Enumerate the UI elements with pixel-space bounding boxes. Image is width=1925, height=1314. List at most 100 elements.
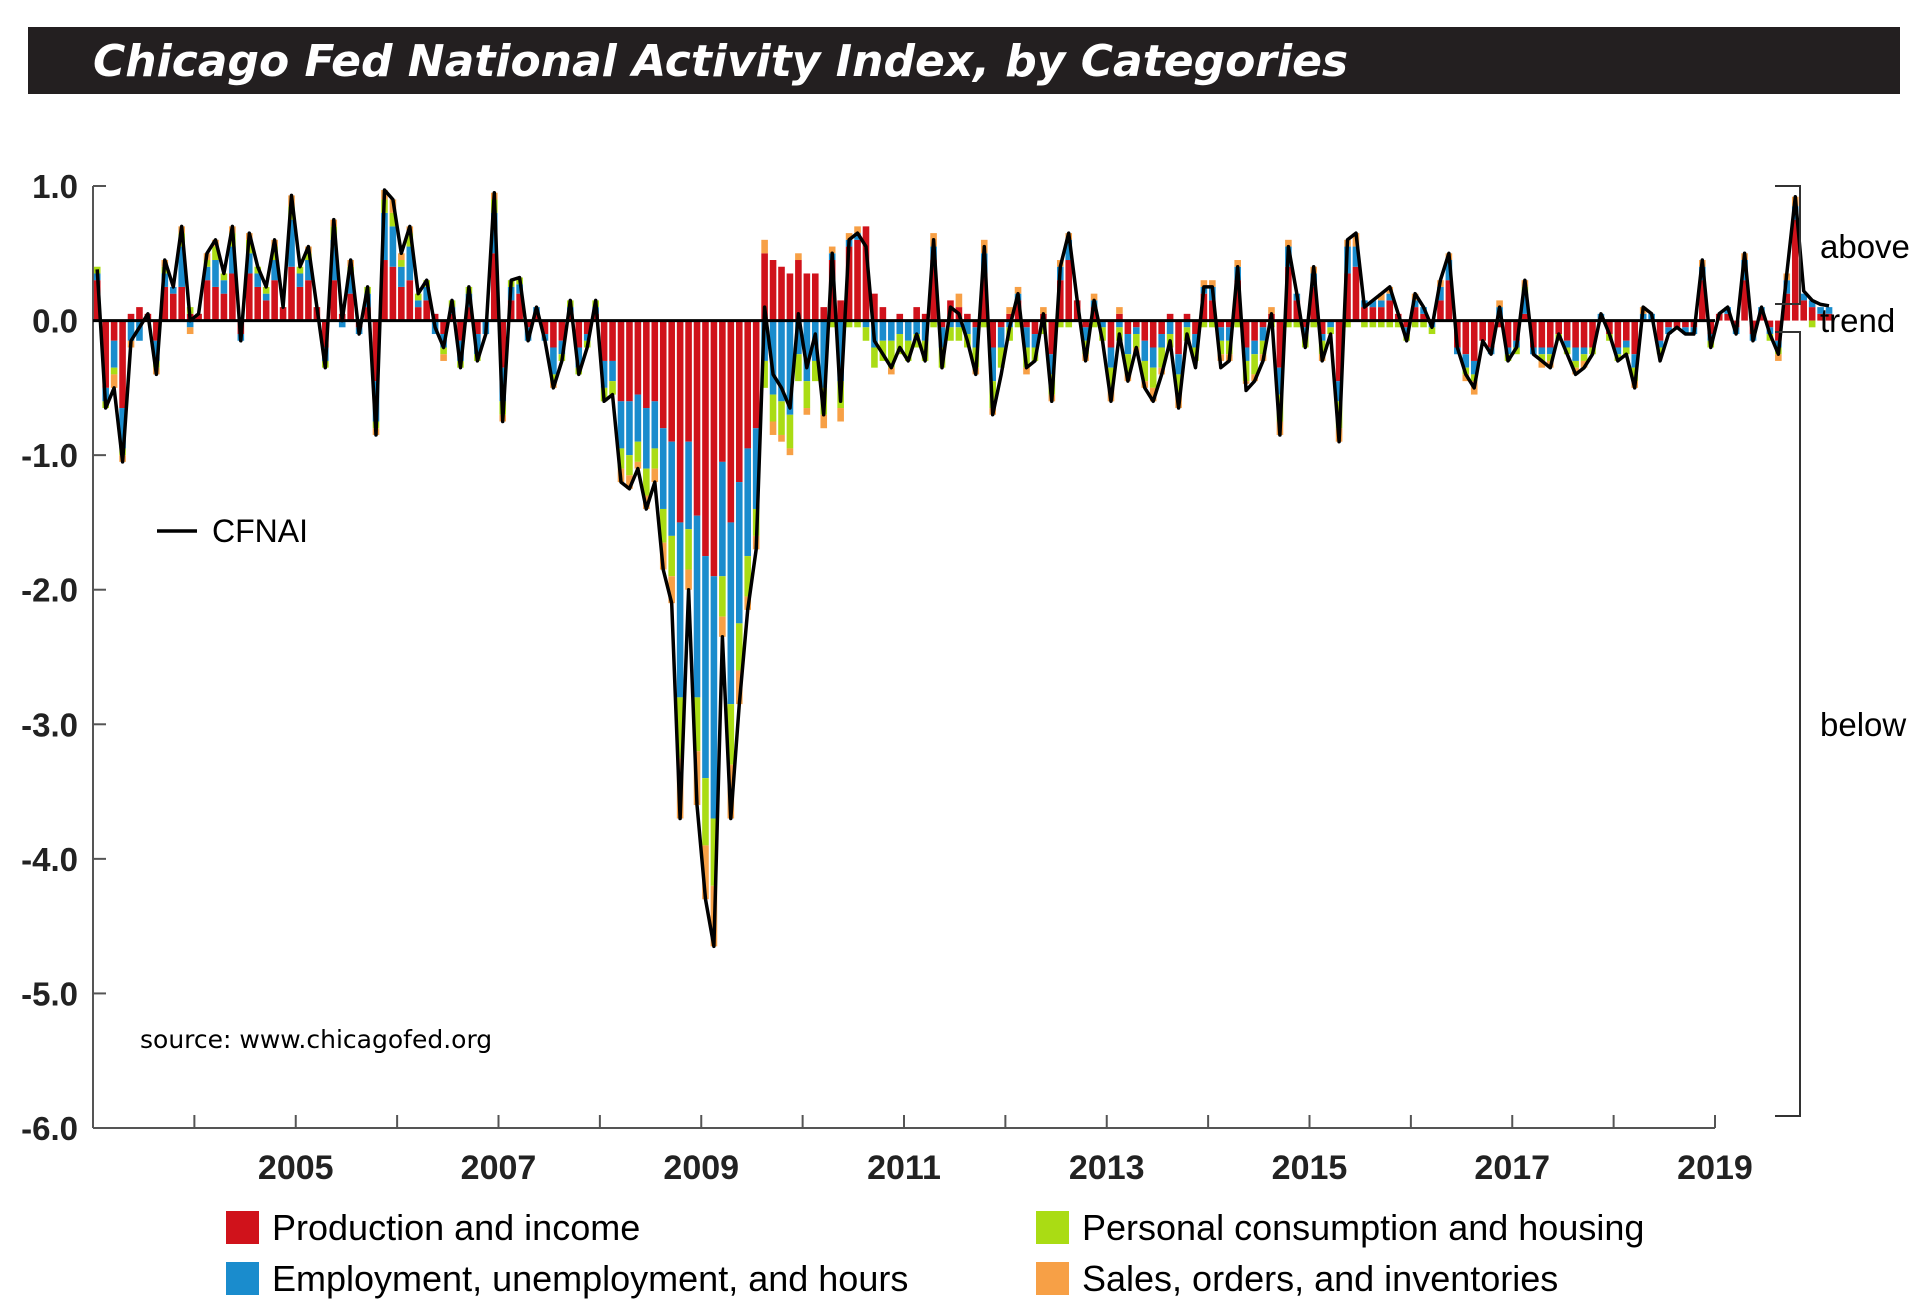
bar-sales: [1040, 307, 1047, 314]
bar-production: [735, 320, 743, 483]
bar-production: [1563, 320, 1571, 341]
title-bar: [28, 27, 1900, 94]
bar-production: [507, 300, 515, 321]
bar-employment: [406, 246, 414, 281]
bar-sales: [1496, 300, 1503, 308]
bar-production: [1825, 313, 1833, 321]
bar-sales: [719, 616, 726, 637]
bar-production: [617, 320, 625, 402]
bar-production: [1116, 313, 1123, 321]
bar-production: [752, 320, 760, 429]
bar-employment: [1124, 334, 1132, 355]
bar-consumption: [1158, 347, 1165, 368]
bar-production: [1420, 313, 1427, 321]
bar-production: [786, 273, 794, 321]
bar-production: [1656, 320, 1664, 341]
bar-employment: [1623, 340, 1630, 348]
bar-production: [136, 307, 143, 321]
bar-sales: [1775, 354, 1782, 361]
bar-production: [271, 280, 278, 321]
bar-employment: [659, 428, 667, 509]
bar-consumption: [1175, 374, 1182, 395]
bar-production: [524, 320, 532, 328]
bar-consumption: [862, 327, 870, 341]
bar-consumption: [1065, 320, 1073, 328]
bar-production: [1758, 313, 1765, 321]
bar-consumption: [710, 818, 718, 886]
bar-sales: [626, 475, 633, 489]
bar-employment: [558, 340, 566, 355]
bar-consumption: [1386, 320, 1394, 328]
bar-production: [465, 307, 473, 321]
bar-consumption: [980, 320, 988, 328]
bar-production: [102, 320, 109, 388]
bar-consumption: [1090, 320, 1098, 328]
bar-production: [1335, 320, 1343, 382]
bar-employment: [955, 320, 963, 328]
bar-production: [1293, 300, 1301, 321]
x-tick-label: 2019: [1677, 1149, 1753, 1187]
bar-production: [372, 320, 380, 382]
x-tick-label: 2015: [1272, 1149, 1348, 1187]
bar-employment: [474, 334, 481, 355]
bar-consumption: [1217, 340, 1225, 355]
bar-consumption: [1082, 340, 1089, 355]
bar-consumption: [414, 293, 422, 301]
bar-employment: [1352, 246, 1360, 267]
bar-employment: [1107, 347, 1115, 368]
bar-sales: [668, 576, 675, 604]
bar-employment: [136, 320, 143, 341]
bar-consumption: [888, 340, 895, 368]
bar-production: [1209, 300, 1216, 321]
bar-employment: [626, 401, 633, 456]
bar-consumption: [744, 556, 752, 597]
bar-production: [1623, 320, 1630, 341]
bar-consumption: [440, 347, 447, 355]
bar-production: [609, 320, 616, 361]
bar-employment: [1521, 293, 1529, 314]
bar-employment: [837, 320, 844, 382]
bar-production: [1555, 320, 1563, 335]
bar-production: [719, 320, 726, 462]
bar-production: [1800, 300, 1807, 321]
bar-employment: [1462, 354, 1470, 368]
bar-employment: [1225, 327, 1233, 341]
bar-employment: [169, 286, 177, 294]
x-tick-label: 2005: [258, 1149, 334, 1187]
bar-consumption: [1369, 320, 1377, 328]
bar-consumption: [930, 320, 937, 328]
bar-production: [541, 320, 549, 335]
x-tick-label: 2007: [461, 1149, 537, 1187]
bar-consumption: [220, 273, 228, 281]
legend-swatch-consumption: [1036, 1211, 1069, 1244]
bar-production: [1673, 320, 1681, 328]
bar-sales: [1116, 307, 1123, 314]
bar-employment: [972, 327, 980, 348]
bar-production: [1200, 293, 1208, 321]
bar-production: [744, 320, 752, 449]
bar-production: [1133, 320, 1140, 328]
bar-production: [778, 266, 785, 321]
legend: Production and income Employment, unempl…: [226, 1207, 1644, 1299]
bar-employment: [1546, 347, 1554, 355]
bar-production: [305, 280, 312, 321]
bar-sales: [1538, 360, 1546, 368]
bar-employment: [938, 327, 946, 348]
bar-sales: [845, 233, 853, 240]
bar-consumption: [803, 381, 811, 409]
axes: [92, 185, 1716, 1129]
bar-production: [1158, 320, 1165, 335]
bar-consumption: [1133, 334, 1140, 348]
bar-employment: [1572, 347, 1579, 361]
bar-production: [938, 320, 946, 328]
bar-employment: [1082, 327, 1089, 341]
legend-swatch-sales: [1036, 1262, 1069, 1295]
bar-production: [457, 320, 464, 341]
bar-production: [296, 286, 304, 321]
bar-consumption: [735, 623, 743, 671]
bar-employment: [1217, 327, 1225, 341]
bar-sales: [820, 414, 828, 429]
bar-production: [1487, 320, 1495, 348]
bar-production: [1411, 307, 1419, 321]
bar-employment: [1335, 381, 1343, 402]
